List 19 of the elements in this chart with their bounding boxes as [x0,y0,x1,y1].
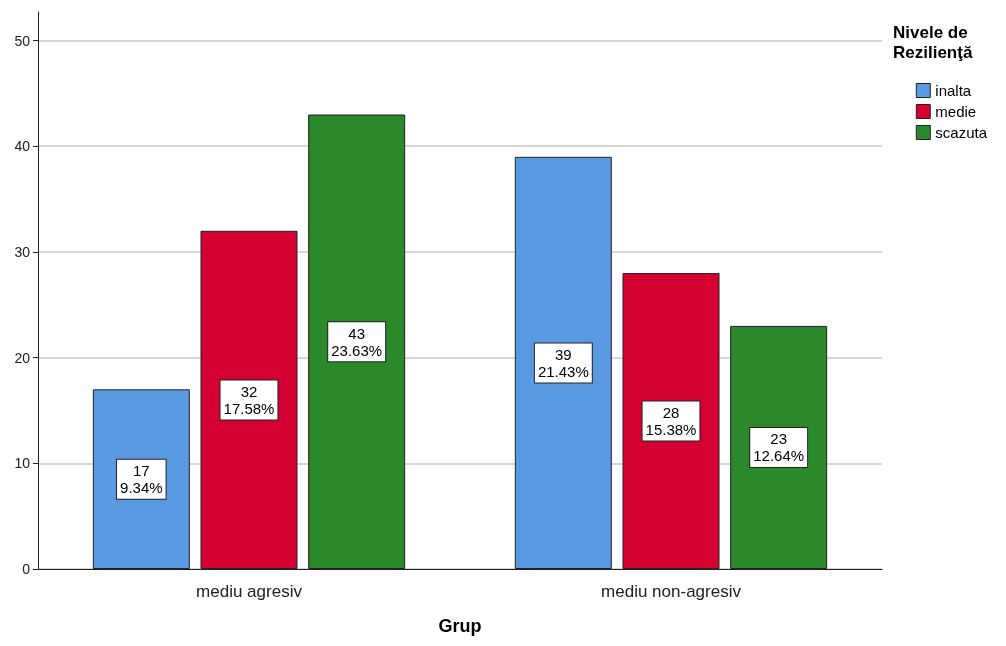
legend-label: medie [935,103,977,120]
data-label: 23 12.64% [753,430,805,465]
data-label: 43 23.63% [331,324,383,359]
data-label: 17 9.34% [120,462,163,497]
y-tick-label: 20 [14,349,31,366]
data-label: 32 17.58% [223,382,275,417]
x-tick-label: mediu agresiv [196,582,303,601]
y-tick-label: 30 [14,243,31,260]
y-tick-label: 40 [14,138,31,155]
y-tick-label: 50 [14,32,31,49]
x-tick-label: mediu non-agresiv [601,582,742,601]
legend-title: Nivele de Rezilienţă [893,22,973,62]
y-tick-label: 10 [14,455,31,472]
legend-label: inalta [935,82,972,99]
data-label: 28 15.38% [645,404,697,439]
legend-label: scazuta [935,124,988,141]
data-label: 39 21.43% [537,345,589,380]
x-axis-title: Grup [438,616,482,636]
y-tick-label: 0 [22,561,31,577]
